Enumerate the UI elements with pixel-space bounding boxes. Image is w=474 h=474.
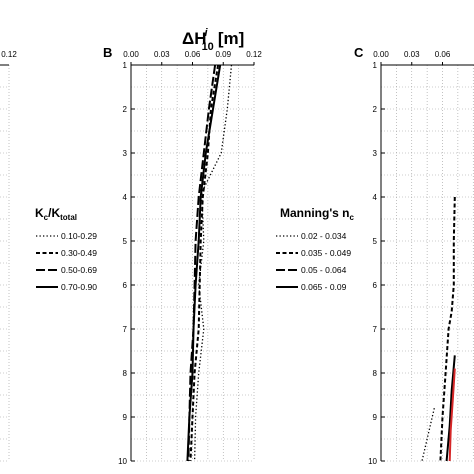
legend-entry-label: 0.30-0.49 [61, 248, 97, 258]
y-tick-label: 1 [123, 61, 128, 70]
title-main: ΔH [182, 29, 207, 48]
x-tick-label: 0.06 [185, 50, 201, 59]
y-tick-label: 5 [373, 237, 378, 246]
series-line-dotted [421, 408, 435, 462]
series-line-solid [445, 355, 456, 462]
y-tick-label: 2 [123, 105, 128, 114]
series-line-dotted [193, 64, 233, 462]
chart-title: ΔHi 10 [m] [182, 27, 244, 53]
y-tick-label: 3 [373, 149, 378, 158]
panel-b: 1 2 3 4 5 6 7 8 9 10 0.00 0.03 0.06 0.09 0.12 [118, 50, 262, 466]
x-tick-label: 0.03 [404, 50, 420, 59]
panel-a: 0.12 [0, 50, 17, 462]
x-tick-label: 0.03 [154, 50, 170, 59]
legend-entry-label: 0.035 - 0.049 [301, 248, 351, 258]
y-tick-label: 10 [368, 457, 377, 466]
title-unit: [m] [218, 29, 244, 48]
y-tick-label: 6 [373, 281, 378, 290]
x-tick-label: 0.12 [1, 50, 17, 59]
legend-entry-label: 0.02 - 0.034 [301, 231, 347, 241]
y-tick-label: 10 [118, 457, 127, 466]
x-tick-label: 0.06 [435, 50, 451, 59]
title-superscript: i [205, 27, 209, 39]
legend-manning-title: Manning's nc [280, 206, 355, 222]
series-line-solid [448, 368, 456, 462]
legend-entry-label: 0.50-0.69 [61, 265, 97, 275]
y-tick-label: 9 [123, 413, 128, 422]
y-tick-label: 6 [123, 281, 128, 290]
legend-kc: Kc/Ktotal 0.10-0.29 0.30-0.49 0.50-0.69 0.7… [35, 206, 97, 292]
panel-c: 1 2 3 4 5 6 7 8 9 10 0.00 0.03 0.06 [368, 50, 474, 466]
y-tick-label: 4 [373, 193, 378, 202]
y-tick-label: 8 [123, 369, 128, 378]
legend-entry-label: 0.70-0.90 [61, 282, 97, 292]
x-tick-label: 0.09 [215, 50, 231, 59]
x-tick-label: 0.12 [246, 50, 262, 59]
y-tick-label: 9 [373, 413, 378, 422]
y-tick-label: 4 [123, 193, 128, 202]
panel-letter-b: B [103, 45, 112, 60]
legend-kc-title: Kc/Ktotal [35, 206, 77, 222]
panel-letter-c: C [354, 45, 364, 60]
y-tick-label: 7 [373, 325, 378, 334]
y-tick-label: 3 [123, 149, 128, 158]
x-tick-label: 0.00 [373, 50, 389, 59]
y-tick-label: 5 [123, 237, 128, 246]
legend-entry-label: 0.10-0.29 [61, 231, 97, 241]
legend-entry-label: 0.065 - 0.09 [301, 282, 347, 292]
legend-entry-label: 0.05 - 0.064 [301, 265, 347, 275]
y-tick-label: 8 [373, 369, 378, 378]
x-tick-label: 0.00 [123, 50, 139, 59]
y-tick-label: 7 [123, 325, 128, 334]
series-line-solid [186, 64, 222, 462]
legend-manning: Manning's nc 0.02 - 0.034 0.035 - 0.049 0.… [276, 206, 355, 292]
y-tick-label: 2 [373, 105, 378, 114]
y-tick-label: 1 [373, 61, 378, 70]
title-subscript: 10 [202, 41, 214, 53]
